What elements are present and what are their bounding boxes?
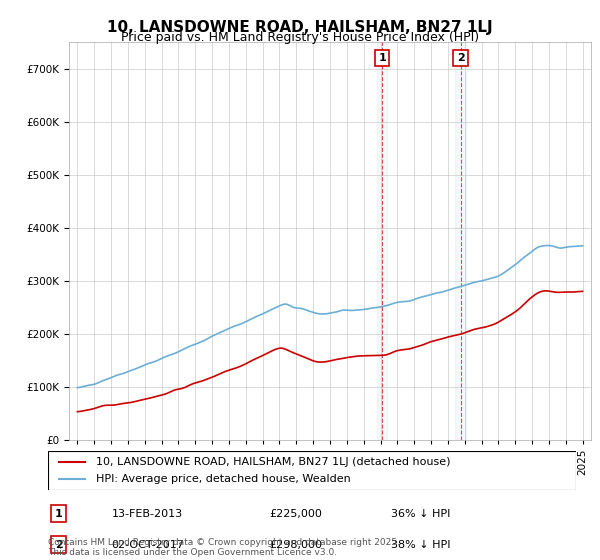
Text: £298,000: £298,000: [270, 540, 323, 549]
Text: 38% ↓ HPI: 38% ↓ HPI: [391, 540, 451, 549]
Text: 10, LANSDOWNE ROAD, HAILSHAM, BN27 1LJ (detached house): 10, LANSDOWNE ROAD, HAILSHAM, BN27 1LJ (…: [95, 457, 450, 467]
Text: Price paid vs. HM Land Registry's House Price Index (HPI): Price paid vs. HM Land Registry's House …: [121, 31, 479, 44]
Bar: [455, 42, 466, 440]
Text: Contains HM Land Registry data © Crown copyright and database right 2025.
This d: Contains HM Land Registry data © Crown c…: [48, 538, 400, 557]
Text: 2: 2: [457, 53, 464, 63]
Text: 1: 1: [379, 53, 386, 63]
Text: 02-OCT-2017: 02-OCT-2017: [112, 540, 184, 549]
Text: 2: 2: [55, 540, 62, 549]
Text: 36% ↓ HPI: 36% ↓ HPI: [391, 509, 451, 519]
FancyBboxPatch shape: [48, 451, 576, 490]
Text: 10, LANSDOWNE ROAD, HAILSHAM, BN27 1LJ: 10, LANSDOWNE ROAD, HAILSHAM, BN27 1LJ: [107, 20, 493, 35]
Text: HPI: Average price, detached house, Wealden: HPI: Average price, detached house, Weal…: [95, 474, 350, 484]
Text: £225,000: £225,000: [270, 509, 323, 519]
Text: 13-FEB-2013: 13-FEB-2013: [112, 509, 182, 519]
Bar: [377, 42, 387, 440]
Text: 1: 1: [55, 509, 62, 519]
